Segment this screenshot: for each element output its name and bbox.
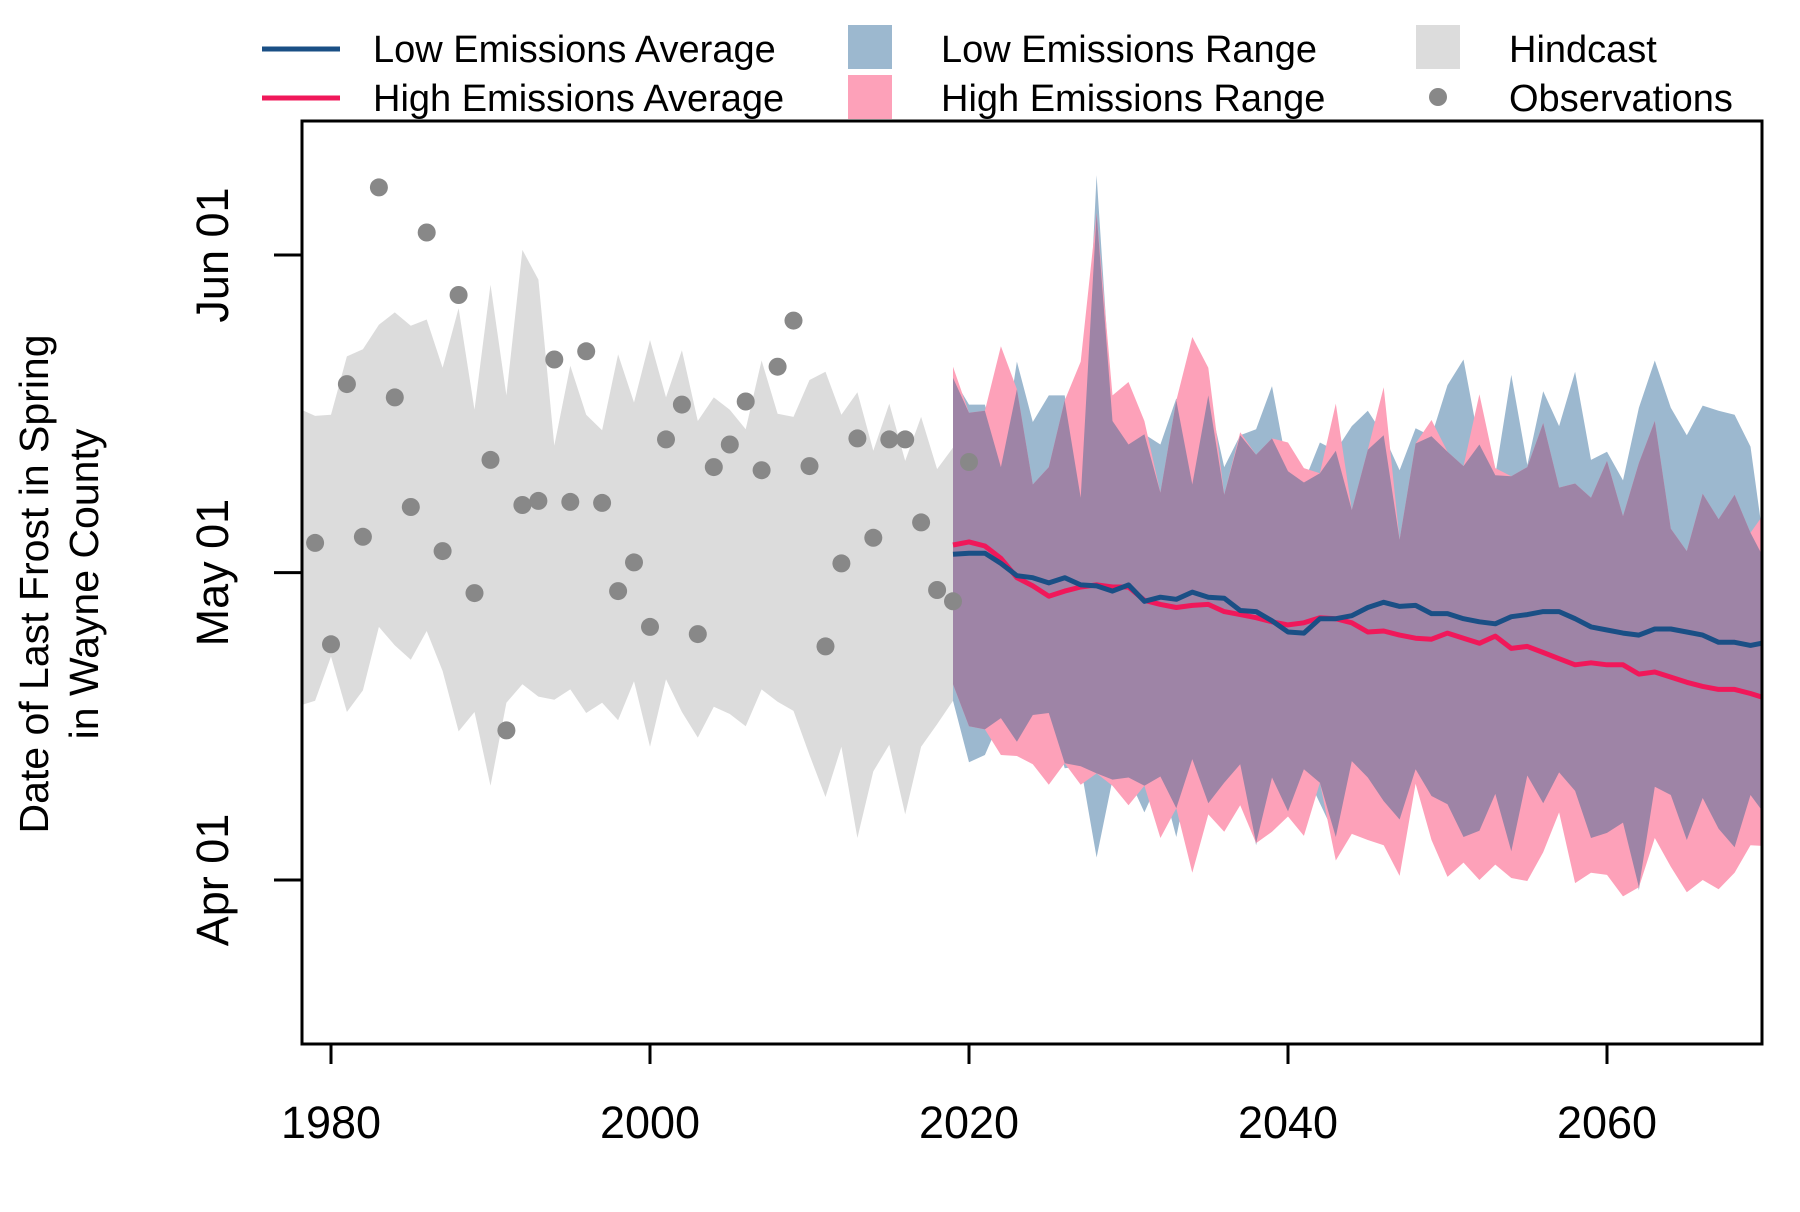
observation-point: [912, 513, 931, 532]
observation-point: [449, 286, 468, 304]
y-tick-label: Apr 01: [187, 814, 238, 947]
observation-point: [816, 637, 835, 656]
hindcast-band: [302, 249, 953, 838]
observation-point: [864, 528, 883, 547]
legend-label-low-average: Low Emissions Average: [373, 29, 776, 71]
observation-point: [545, 350, 564, 369]
plot-area: [302, 175, 1762, 897]
x-tick-label: 2000: [600, 1097, 700, 1148]
observation-point: [417, 223, 436, 242]
legend-swatch-low-range: [848, 25, 892, 69]
legend-label-high-range: High Emissions Range: [941, 78, 1325, 120]
observation-point: [800, 457, 819, 476]
observation-point: [529, 491, 548, 510]
observation-point: [306, 533, 325, 552]
observations-layer: [306, 178, 978, 740]
y-axis-label-line-2: in Wayne County: [61, 428, 107, 739]
y-axis-label-line-1: Date of Last Frost in Spring: [11, 334, 57, 833]
legend-swatch-high-range: [848, 75, 892, 119]
observation-point: [880, 430, 899, 449]
observation-point: [465, 584, 484, 603]
legend-label-low-range: Low Emissions Range: [941, 29, 1317, 71]
observation-point: [322, 635, 340, 654]
plot-frame: [300, 119, 1764, 1046]
observation-point: [752, 461, 771, 480]
observation-point: [481, 450, 500, 469]
legend-swatch-observations: [1429, 88, 1447, 106]
observation-point: [768, 357, 787, 376]
observation-point: [896, 430, 915, 449]
observation-point: [353, 527, 372, 546]
legend-swatch-hindcast: [1416, 25, 1460, 69]
observation-point: [688, 625, 707, 644]
x-tick-label: 2020: [919, 1097, 1019, 1148]
x-tick-label: 2060: [1557, 1097, 1657, 1148]
legend-label-hindcast: Hindcast: [1509, 29, 1657, 71]
observation-point: [720, 435, 739, 454]
observation-point: [960, 453, 978, 471]
observation-point: [561, 492, 580, 511]
observation-point: [784, 311, 803, 330]
observation-point: [609, 582, 628, 601]
observation-point: [944, 592, 962, 611]
observation-point: [433, 542, 452, 561]
legend-label-high-average: High Emissions Average: [373, 78, 784, 120]
observation-point: [848, 429, 867, 448]
observation-point: [672, 395, 691, 414]
x-tick-label: 2040: [1238, 1097, 1338, 1148]
observation-point: [657, 430, 675, 449]
range-overlap-band: [953, 213, 1762, 888]
observation-point: [593, 493, 612, 512]
observation-point: [704, 458, 723, 477]
legend-label-observations: Observations: [1509, 78, 1733, 120]
y-tick-label: May 01: [187, 499, 238, 647]
observation-point: [832, 554, 851, 573]
x-tick-label: 1980: [281, 1097, 381, 1148]
observation-point: [337, 375, 356, 394]
observation-point: [641, 617, 659, 636]
observation-point: [369, 178, 388, 197]
observation-point: [928, 581, 947, 599]
observation-point: [577, 342, 596, 361]
observation-point: [513, 496, 532, 514]
observation-point: [736, 392, 755, 411]
x-axis: 1980 2000 2020 2040 2060: [281, 1044, 1657, 1148]
observation-point: [401, 498, 420, 516]
observation-point: [385, 388, 404, 407]
observation-point: [625, 553, 643, 572]
y-axis-label: Date of Last Frost in Spring in Wayne Co…: [11, 334, 107, 833]
observation-point: [497, 721, 516, 740]
y-tick-label: Jun 01: [187, 187, 238, 322]
y-axis: Apr 01 May 01 Jun 01: [187, 187, 302, 946]
legend: Low Emissions Average High Emissions Ave…: [262, 25, 1733, 120]
low-emissions-average-line: [952, 550, 1762, 648]
